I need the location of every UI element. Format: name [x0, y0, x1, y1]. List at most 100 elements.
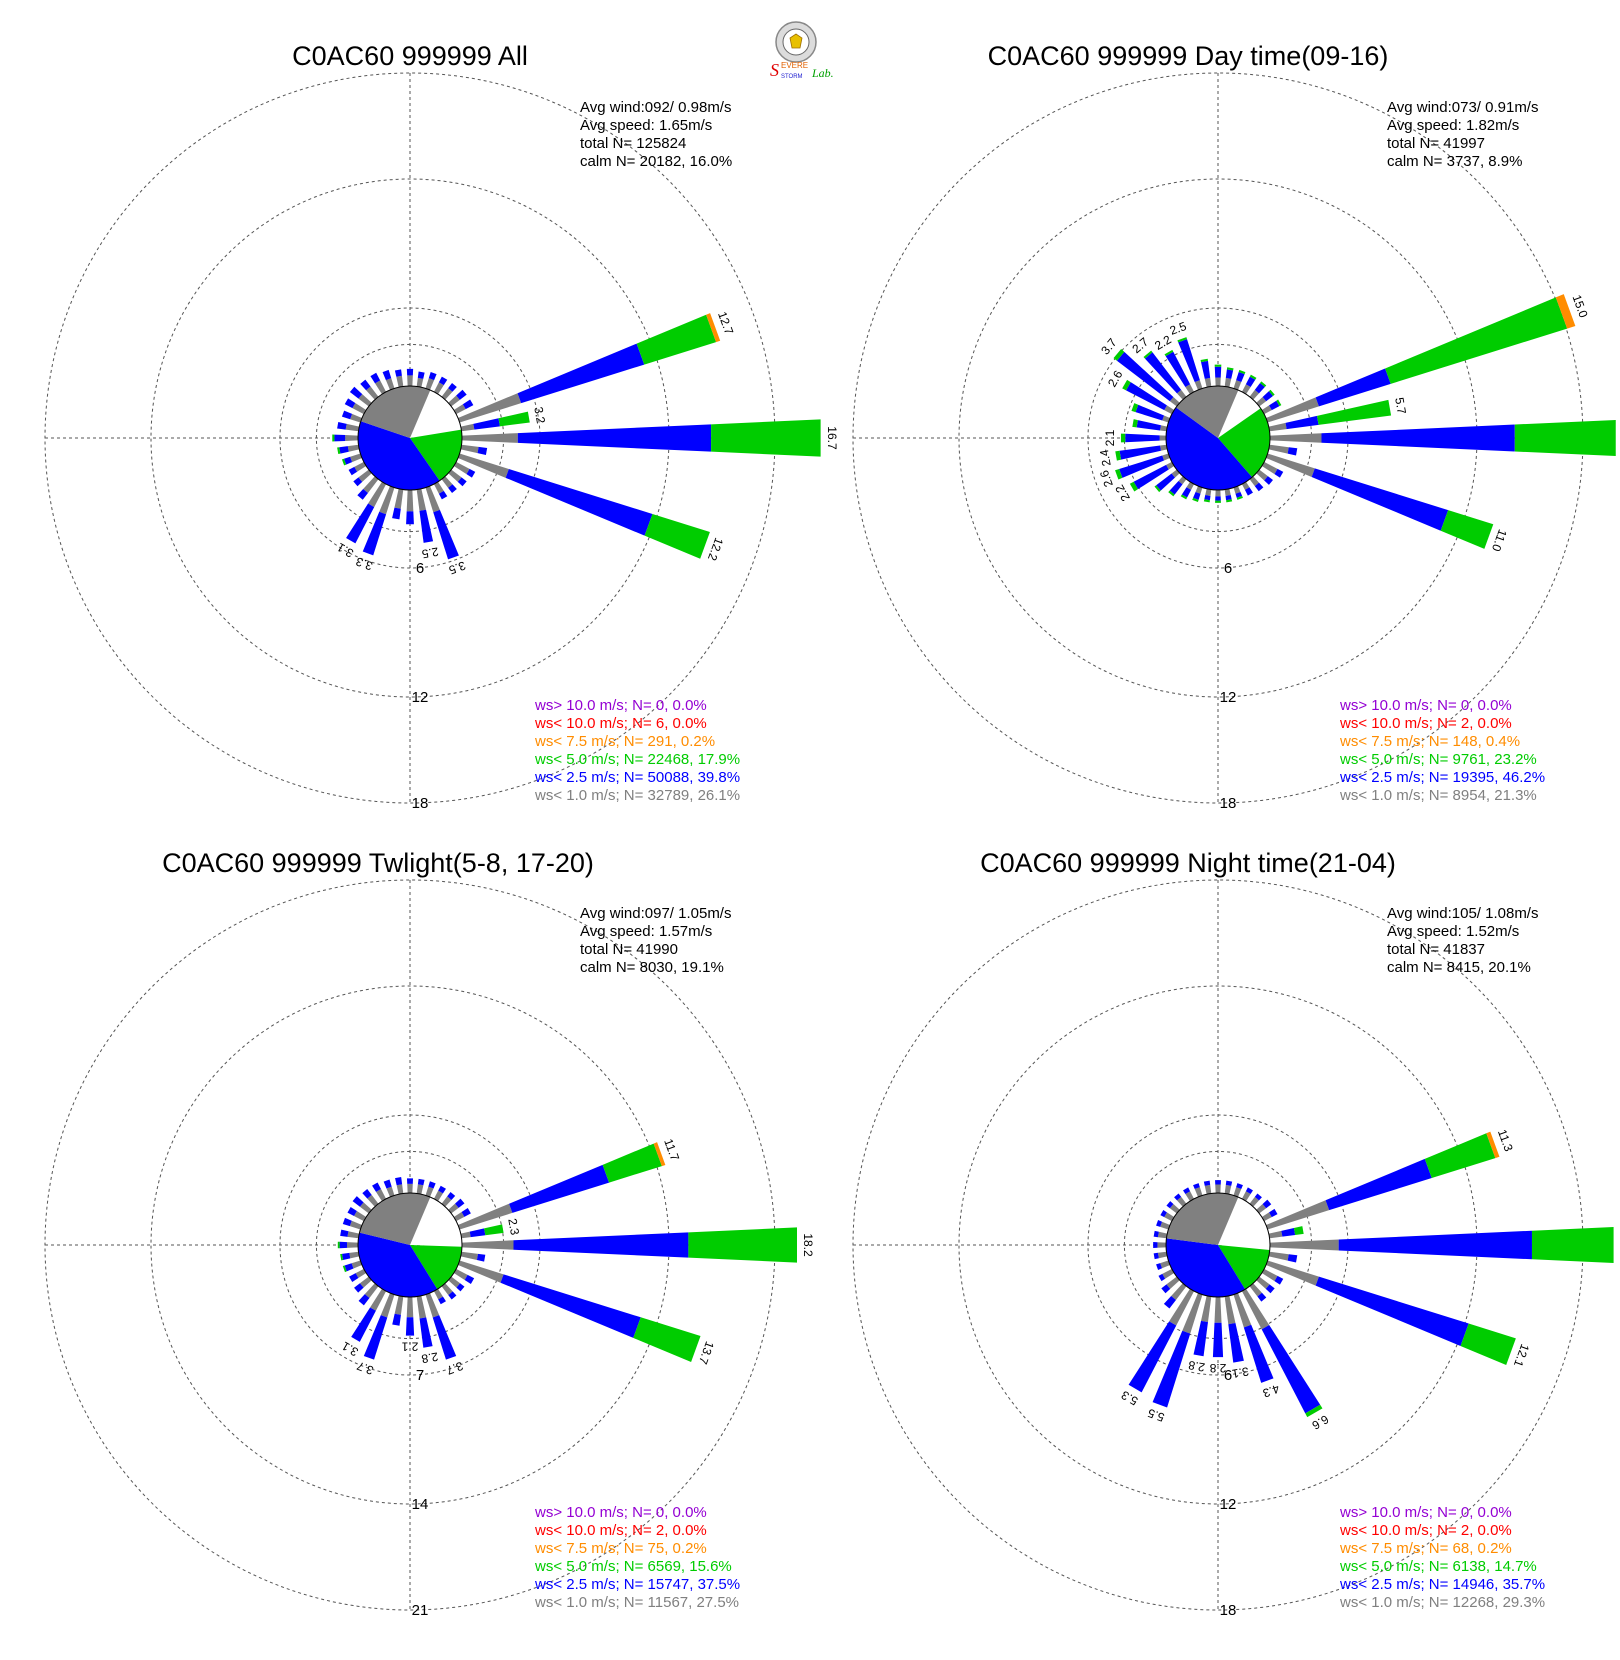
- wind-bar-segment: [366, 386, 379, 400]
- legend-entry: ws< 1.0 m/s; N= 8954, 21.3%: [1339, 787, 1537, 804]
- stats-line: Avg speed: 1.82m/s: [1387, 117, 1519, 134]
- wind-bar-segment: [513, 1232, 689, 1258]
- wind-bar-segment: [1119, 445, 1161, 460]
- wind-bar-segment: [405, 1317, 415, 1336]
- wind-bar-segment: [339, 1241, 348, 1249]
- wind-bar-segment: [1315, 1276, 1469, 1346]
- wind-bar-segment: [425, 1293, 440, 1318]
- wind-bar-segment: [1249, 1196, 1260, 1207]
- wind-bar-segment: [364, 1283, 379, 1299]
- calm-pie-slice: [1165, 407, 1253, 491]
- wind-bar-segment: [359, 1276, 372, 1288]
- wind-bar-segment: [1160, 444, 1168, 451]
- wind-bar-segment: [1186, 481, 1195, 490]
- wind-bar-segment: [1156, 473, 1175, 491]
- wind-bar-segment: [370, 1288, 387, 1311]
- wind-bar-segment: [1256, 396, 1267, 407]
- wind-bar-segment: [1215, 496, 1221, 501]
- wind-bar-segment: [1261, 1212, 1272, 1222]
- wind-bar-segment: [1144, 352, 1182, 394]
- wind-bar-segment: [337, 421, 347, 430]
- bar-value-label: 3.1: [1231, 1364, 1250, 1381]
- wind-bar-segment: [1115, 468, 1123, 480]
- wind-bar-segment: [342, 1217, 352, 1227]
- wind-bar-segment: [1215, 489, 1221, 497]
- wind-bar-segment: [349, 386, 363, 399]
- wind-bar-segment: [1125, 433, 1160, 443]
- wind-bar-segment: [1129, 481, 1138, 492]
- wind-bar-segment: [1122, 379, 1131, 391]
- wind-bar-segment: [345, 423, 360, 432]
- wind-bar-segment: [1243, 1324, 1274, 1383]
- wind-bar-segment: [1235, 491, 1243, 498]
- wind-bar-segment: [416, 488, 427, 511]
- wind-bar-segment: [406, 1296, 414, 1318]
- wind-bar-segment: [1201, 360, 1211, 379]
- wind-bar-segment: [354, 461, 367, 472]
- wind-bar-segment: [1162, 1268, 1175, 1279]
- wind-bar-segment: [396, 1184, 404, 1195]
- wind-bar-segment: [1224, 488, 1231, 496]
- wind-bar-segment: [1182, 1293, 1203, 1334]
- bar-value-label: 2.2: [1112, 482, 1133, 504]
- bar-value-label: 3.1: [334, 540, 356, 561]
- bar-value-label: 2.8: [1209, 1361, 1226, 1375]
- wind-bar-segment: [386, 1186, 395, 1197]
- stats-line: total N= 41990: [580, 941, 678, 958]
- wind-bar-segment: [1317, 399, 1392, 425]
- wind-bar-segment: [1305, 1404, 1323, 1418]
- bar-value-label: 2.3: [505, 1217, 522, 1236]
- wind-bar-segment: [1214, 1296, 1222, 1323]
- bar-value-label: 15.0: [1570, 293, 1591, 320]
- wind-bar-segment: [1260, 381, 1267, 388]
- wind-bar-segment: [1233, 380, 1242, 390]
- calm-pie-slice: [360, 386, 431, 438]
- wind-bar-segment: [417, 371, 425, 379]
- wind-bar-segment: [416, 377, 424, 388]
- wind-bar-segment: [453, 404, 466, 415]
- legend-entry: ws< 7.5 m/s; N= 68, 0.2%: [1339, 1540, 1512, 1557]
- wind-bar-segment: [1249, 389, 1260, 400]
- wind-bar-segment: [1192, 497, 1199, 502]
- wind-bar-segment: [358, 1294, 370, 1306]
- wind-bar-segment: [1126, 382, 1167, 411]
- wind-bar-segment: [433, 1190, 443, 1202]
- panel-title: C0AC60 999999 All: [292, 41, 528, 71]
- wind-bar-segment: [1162, 453, 1170, 461]
- wind-bar-segment: [347, 1242, 359, 1248]
- calm-circle: [357, 1192, 463, 1298]
- wind-bar-segment: [394, 1295, 404, 1315]
- stats-line: total N= 41837: [1387, 941, 1485, 958]
- wind-bar-segment: [1281, 1228, 1296, 1237]
- ring-label: 18: [1220, 1602, 1237, 1619]
- wind-bar-segment: [1156, 1263, 1163, 1270]
- wind-bar-segment: [363, 476, 379, 493]
- wind-bar-segment: [1256, 1203, 1267, 1214]
- wind-bar-segment: [448, 469, 462, 482]
- stats-line: Avg wind:092/ 0.98m/s: [580, 99, 731, 116]
- wind-bar-segment: [433, 382, 444, 395]
- wind-bar-segment: [1180, 494, 1188, 500]
- wind-bar-segment: [347, 1231, 360, 1239]
- ring-label: 12: [412, 689, 429, 706]
- wind-bar-segment: [351, 1307, 376, 1342]
- bar-value-label: 3.2: [531, 406, 548, 425]
- wind-bar-segment: [344, 398, 356, 409]
- wind-bar-segment: [1224, 377, 1232, 388]
- wind-bar-segment: [407, 1183, 413, 1194]
- stats-line: calm N= 20182, 16.0%: [580, 153, 732, 170]
- windrose-panel: 11.72.318.213.73.72.82.13.73.171421C0AC6…: [44, 848, 815, 1619]
- wind-bar-segment: [340, 1229, 349, 1237]
- calm-pie-slice: [1175, 386, 1239, 438]
- wind-bar-segment: [1268, 389, 1275, 396]
- legend-entry: ws> 10.0 m/s; N= 0, 0.0%: [534, 1504, 707, 1521]
- legend-entry: ws< 5.0 m/s; N= 9761, 23.2%: [1339, 751, 1537, 768]
- bar-value-label: 4.3: [1261, 1381, 1282, 1400]
- bar-value-label: 3.3: [354, 554, 375, 573]
- wind-bar-segment: [1244, 487, 1253, 496]
- wind-bar-segment: [1153, 1230, 1159, 1238]
- wind-bar-segment: [1268, 1230, 1283, 1239]
- wind-bar-segment: [1176, 389, 1187, 400]
- wind-bar-segment: [1555, 294, 1576, 329]
- wind-bar-segment: [383, 1179, 392, 1189]
